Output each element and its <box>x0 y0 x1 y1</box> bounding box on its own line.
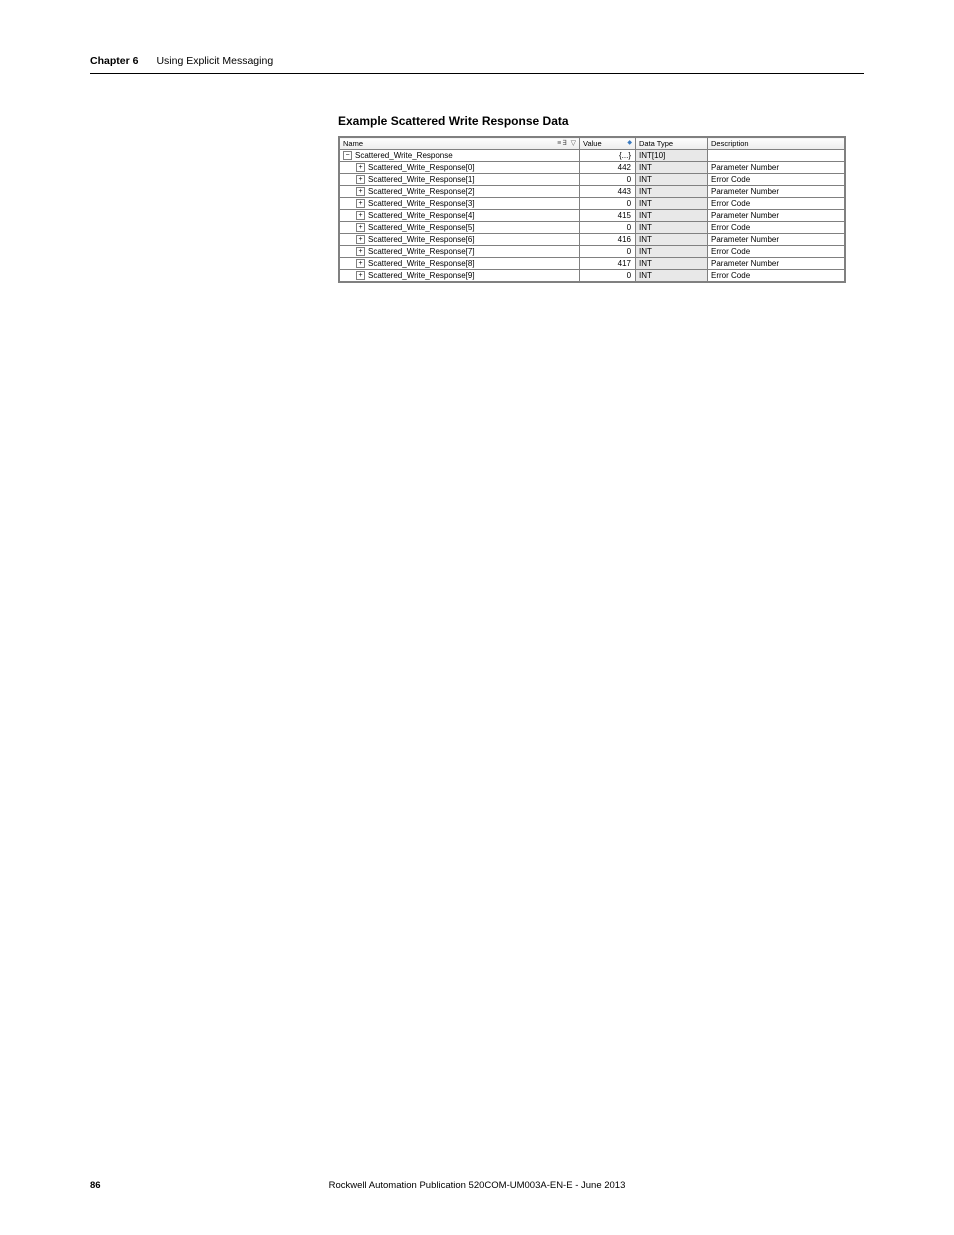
value-cell[interactable]: {...} <box>580 150 636 162</box>
value-cell[interactable]: 416 <box>580 234 636 246</box>
expand-icon[interactable] <box>356 211 365 220</box>
value-cell[interactable]: 0 <box>580 174 636 186</box>
row-name-label: Scattered_Write_Response[9] <box>368 271 475 280</box>
chapter-label: Chapter 6 <box>90 55 138 67</box>
value-cell[interactable]: 0 <box>580 198 636 210</box>
datatype-cell: INT <box>636 222 708 234</box>
table-row[interactable]: Scattered_Write_Response[5] 0INTError Cod… <box>340 222 845 234</box>
chapter-title: Using Explicit Messaging <box>156 55 273 67</box>
value-cell[interactable]: 0 <box>580 270 636 282</box>
expand-icon[interactable] <box>356 175 365 184</box>
table-row[interactable]: Scattered_Write_Response[7] 0INTError Cod… <box>340 246 845 258</box>
expand-icon[interactable] <box>356 223 365 232</box>
description-cell[interactable]: Error Code <box>708 270 845 282</box>
description-cell[interactable]: Error Code <box>708 198 845 210</box>
expand-icon[interactable] <box>356 259 365 268</box>
value-cell[interactable]: 415 <box>580 210 636 222</box>
description-cell[interactable]: Error Code <box>708 246 845 258</box>
datatype-cell: INT <box>636 198 708 210</box>
description-cell[interactable]: Parameter Number <box>708 186 845 198</box>
datatype-cell: INT <box>636 258 708 270</box>
description-cell[interactable]: Parameter Number <box>708 162 845 174</box>
name-cell[interactable]: Scattered_Write_Response[0] <box>340 162 580 174</box>
table-row[interactable]: Scattered_Write_Response[4] 415INTParamet… <box>340 210 845 222</box>
col-header-value[interactable]: Value ◆ <box>580 138 636 150</box>
row-name-label: Scattered_Write_Response[0] <box>368 163 475 172</box>
expand-icon[interactable] <box>356 235 365 244</box>
col-header-name[interactable]: Name ≡∃ ▽ <box>340 138 580 150</box>
name-cell[interactable]: Scattered_Write_Response[6] <box>340 234 580 246</box>
expand-icon[interactable] <box>356 271 365 280</box>
name-cell[interactable]: Scattered_Write_Response[4] <box>340 210 580 222</box>
value-cell[interactable]: 443 <box>580 186 636 198</box>
row-name-label: Scattered_Write_Response[8] <box>368 259 475 268</box>
name-cell[interactable]: Scattered_Write_Response[1] <box>340 174 580 186</box>
col-header-description[interactable]: Description <box>708 138 845 150</box>
header-icons[interactable]: ≡∃ ▽ <box>557 139 577 147</box>
description-cell[interactable]: Parameter Number <box>708 210 845 222</box>
expand-icon[interactable] <box>356 163 365 172</box>
value-cell[interactable]: 442 <box>580 162 636 174</box>
table-header-row: Name ≡∃ ▽ Value ◆ Data Type Description <box>340 138 845 150</box>
row-name-label: Scattered_Write_Response[4] <box>368 211 475 220</box>
description-cell[interactable]: Error Code <box>708 174 845 186</box>
datatype-cell: INT <box>636 246 708 258</box>
row-name-label: Scattered_Write_Response[2] <box>368 187 475 196</box>
name-cell[interactable]: Scattered_Write_Response[9] <box>340 270 580 282</box>
row-name-label: Scattered_Write_Response <box>355 151 453 160</box>
name-cell[interactable]: Scattered_Write_Response[3] <box>340 198 580 210</box>
table-row[interactable]: Scattered_Write_Response[2] 443INTParamet… <box>340 186 845 198</box>
description-cell[interactable]: Parameter Number <box>708 234 845 246</box>
datatype-cell: INT <box>636 234 708 246</box>
col-header-name-label: Name <box>343 139 363 148</box>
col-header-datatype[interactable]: Data Type <box>636 138 708 150</box>
datatype-cell: INT <box>636 162 708 174</box>
value-cell[interactable]: 0 <box>580 222 636 234</box>
table-row[interactable]: Scattered_Write_Response[1] 0INTError Cod… <box>340 174 845 186</box>
section-heading: Example Scattered Write Response Data <box>338 114 864 128</box>
table-row[interactable]: Scattered_Write_Response {...}INT[10] <box>340 150 845 162</box>
table-row[interactable]: Scattered_Write_Response[0] 442INTParamet… <box>340 162 845 174</box>
expand-icon[interactable] <box>356 199 365 208</box>
datatype-cell: INT <box>636 270 708 282</box>
value-cell[interactable]: 0 <box>580 246 636 258</box>
row-name-label: Scattered_Write_Response[1] <box>368 175 475 184</box>
expand-icon[interactable] <box>356 247 365 256</box>
running-header: Chapter 6 Using Explicit Messaging <box>90 55 864 74</box>
value-cell[interactable]: 417 <box>580 258 636 270</box>
table-row[interactable]: Scattered_Write_Response[8] 417INTParamet… <box>340 258 845 270</box>
datatype-cell: INT[10] <box>636 150 708 162</box>
page-footer: 86 Rockwell Automation Publication 520CO… <box>90 1180 864 1191</box>
row-name-label: Scattered_Write_Response[6] <box>368 235 475 244</box>
datatype-cell: INT <box>636 210 708 222</box>
name-cell[interactable]: Scattered_Write_Response <box>340 150 580 162</box>
row-name-label: Scattered_Write_Response[5] <box>368 223 475 232</box>
description-cell[interactable]: Parameter Number <box>708 258 845 270</box>
table-row[interactable]: Scattered_Write_Response[6] 416INTParamet… <box>340 234 845 246</box>
datatype-cell: INT <box>636 186 708 198</box>
data-table: Name ≡∃ ▽ Value ◆ Data Type Description … <box>338 136 846 283</box>
datatype-cell: INT <box>636 174 708 186</box>
name-cell[interactable]: Scattered_Write_Response[5] <box>340 222 580 234</box>
table-row[interactable]: Scattered_Write_Response[9] 0INTError Cod… <box>340 270 845 282</box>
expand-icon[interactable] <box>356 187 365 196</box>
description-cell[interactable] <box>708 150 845 162</box>
description-cell[interactable]: Error Code <box>708 222 845 234</box>
name-cell[interactable]: Scattered_Write_Response[8] <box>340 258 580 270</box>
collapse-icon[interactable] <box>343 151 352 160</box>
name-cell[interactable]: Scattered_Write_Response[2] <box>340 186 580 198</box>
publication-line: Rockwell Automation Publication 520COM-U… <box>90 1180 864 1191</box>
row-name-label: Scattered_Write_Response[3] <box>368 199 475 208</box>
col-header-value-label: Value <box>583 139 602 148</box>
row-name-label: Scattered_Write_Response[7] <box>368 247 475 256</box>
sort-arrow-icon: ◆ <box>627 139 632 146</box>
table-row[interactable]: Scattered_Write_Response[3] 0INTError Cod… <box>340 198 845 210</box>
name-cell[interactable]: Scattered_Write_Response[7] <box>340 246 580 258</box>
